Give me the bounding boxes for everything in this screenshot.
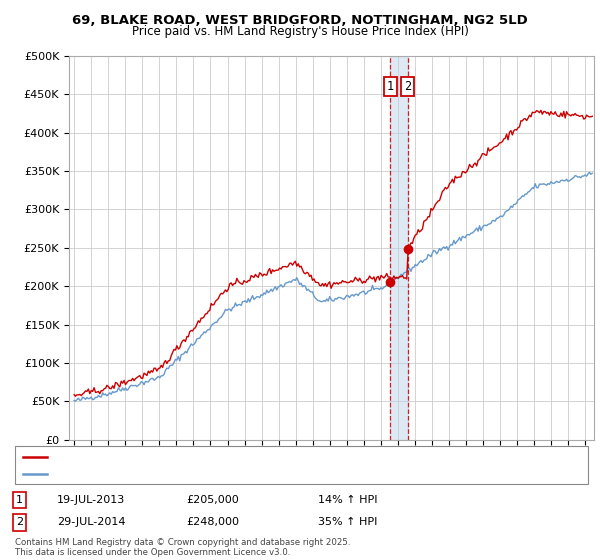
Text: 35% ↑ HPI: 35% ↑ HPI <box>318 517 377 528</box>
Bar <box>390 56 407 440</box>
Text: 29-JUL-2014: 29-JUL-2014 <box>57 517 125 528</box>
Text: 69, BLAKE ROAD, WEST BRIDGFORD, NOTTINGHAM, NG2 5LD (semi-detached house): 69, BLAKE ROAD, WEST BRIDGFORD, NOTTINGH… <box>51 452 476 462</box>
Text: 1: 1 <box>386 80 394 93</box>
Text: Contains HM Land Registry data © Crown copyright and database right 2025.
This d: Contains HM Land Registry data © Crown c… <box>15 538 350 557</box>
Text: HPI: Average price, semi-detached house, Rushcliffe: HPI: Average price, semi-detached house,… <box>51 469 312 479</box>
Text: 2: 2 <box>404 80 411 93</box>
Text: Price paid vs. HM Land Registry's House Price Index (HPI): Price paid vs. HM Land Registry's House … <box>131 25 469 38</box>
Text: 2: 2 <box>16 517 23 528</box>
Text: 14% ↑ HPI: 14% ↑ HPI <box>318 495 377 505</box>
Text: 19-JUL-2013: 19-JUL-2013 <box>57 495 125 505</box>
Text: 1: 1 <box>16 495 23 505</box>
Text: 69, BLAKE ROAD, WEST BRIDGFORD, NOTTINGHAM, NG2 5LD: 69, BLAKE ROAD, WEST BRIDGFORD, NOTTINGH… <box>72 14 528 27</box>
Text: £205,000: £205,000 <box>186 495 239 505</box>
Text: £248,000: £248,000 <box>186 517 239 528</box>
